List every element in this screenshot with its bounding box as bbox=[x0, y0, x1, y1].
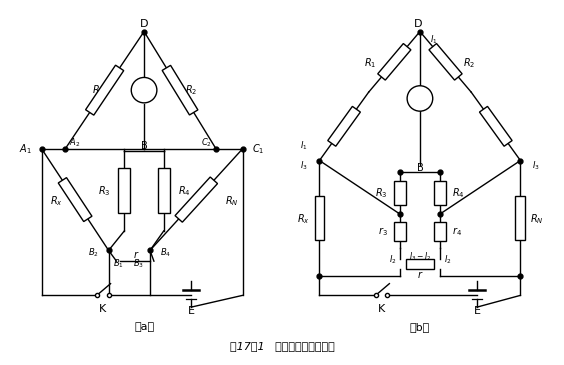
Bar bbox=[406, 259, 434, 269]
Text: E: E bbox=[474, 306, 481, 316]
Polygon shape bbox=[515, 196, 525, 240]
Polygon shape bbox=[58, 178, 92, 222]
Text: $R_4$: $R_4$ bbox=[178, 184, 190, 198]
Text: E: E bbox=[188, 306, 195, 316]
Text: r: r bbox=[418, 270, 422, 280]
Text: $R_2$: $R_2$ bbox=[185, 83, 197, 97]
Text: （b）: （b） bbox=[410, 322, 430, 332]
Text: $R_1$: $R_1$ bbox=[91, 83, 104, 97]
Text: B: B bbox=[140, 141, 147, 151]
Text: K: K bbox=[99, 304, 107, 314]
Text: D: D bbox=[414, 19, 422, 29]
Text: $A_2$: $A_2$ bbox=[69, 137, 81, 149]
Text: $C_1$: $C_1$ bbox=[253, 142, 265, 156]
Circle shape bbox=[407, 86, 433, 111]
Polygon shape bbox=[175, 177, 218, 222]
Text: $R_N$: $R_N$ bbox=[530, 212, 544, 226]
Text: $R_4$: $R_4$ bbox=[452, 187, 465, 200]
Text: $I_3$: $I_3$ bbox=[532, 159, 540, 172]
Text: $I_1$: $I_1$ bbox=[430, 33, 437, 46]
Text: $I_2$: $I_2$ bbox=[389, 254, 396, 266]
Text: $r_4$: $r_4$ bbox=[452, 225, 462, 238]
Bar bbox=[158, 168, 170, 213]
Text: $I_3$: $I_3$ bbox=[300, 159, 307, 172]
Text: $A_1$: $A_1$ bbox=[19, 142, 32, 156]
Bar bbox=[434, 181, 446, 205]
Polygon shape bbox=[328, 106, 360, 146]
Text: $R_x$: $R_x$ bbox=[50, 195, 63, 208]
Text: $C_2$: $C_2$ bbox=[201, 137, 212, 149]
Text: $R_3$: $R_3$ bbox=[375, 187, 387, 200]
Text: $I_2$: $I_2$ bbox=[443, 254, 451, 266]
Text: $B_4$: $B_4$ bbox=[160, 246, 171, 259]
Text: $r_3$: $r_3$ bbox=[378, 225, 387, 238]
Text: r: r bbox=[133, 250, 137, 260]
Polygon shape bbox=[429, 43, 462, 80]
Polygon shape bbox=[479, 106, 512, 146]
Text: $B_2$: $B_2$ bbox=[88, 246, 99, 259]
Circle shape bbox=[131, 77, 157, 103]
Text: B: B bbox=[417, 163, 424, 173]
Text: $R_1$: $R_1$ bbox=[364, 56, 377, 70]
Polygon shape bbox=[86, 65, 124, 115]
Text: $R_N$: $R_N$ bbox=[225, 195, 239, 208]
Text: K: K bbox=[378, 304, 385, 314]
Text: D: D bbox=[140, 19, 148, 29]
Text: $R_x$: $R_x$ bbox=[297, 212, 310, 226]
Text: $r_1$: $r_1$ bbox=[337, 123, 347, 136]
Polygon shape bbox=[162, 65, 198, 115]
Text: $I_3-I_2$: $I_3-I_2$ bbox=[409, 250, 431, 262]
Bar bbox=[434, 222, 446, 241]
Text: （a）: （a） bbox=[134, 322, 154, 332]
Bar bbox=[118, 168, 130, 213]
Text: $r_2$: $r_2$ bbox=[493, 123, 503, 136]
Text: 图17－1   双电桥及其等效电路: 图17－1 双电桥及其等效电路 bbox=[230, 341, 334, 351]
Bar bbox=[394, 181, 406, 205]
Text: $B_3$: $B_3$ bbox=[133, 258, 144, 270]
Text: $R_3$: $R_3$ bbox=[98, 184, 111, 198]
Text: $B_1$: $B_1$ bbox=[113, 258, 124, 270]
Text: $R_2$: $R_2$ bbox=[463, 56, 475, 70]
Polygon shape bbox=[378, 43, 411, 80]
Bar bbox=[394, 222, 406, 241]
Polygon shape bbox=[315, 196, 324, 240]
Text: $I_1$: $I_1$ bbox=[300, 139, 307, 152]
